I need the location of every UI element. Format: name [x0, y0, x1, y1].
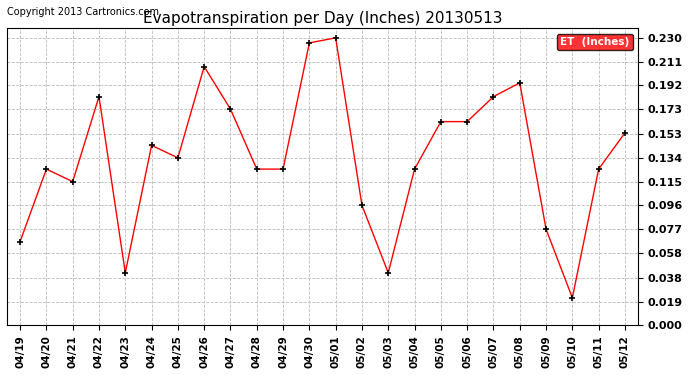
Title: Evapotranspiration per Day (Inches) 20130513: Evapotranspiration per Day (Inches) 2013…: [143, 11, 502, 26]
Text: Copyright 2013 Cartronics.com: Copyright 2013 Cartronics.com: [7, 7, 159, 16]
Legend: ET  (Inches): ET (Inches): [558, 34, 633, 50]
